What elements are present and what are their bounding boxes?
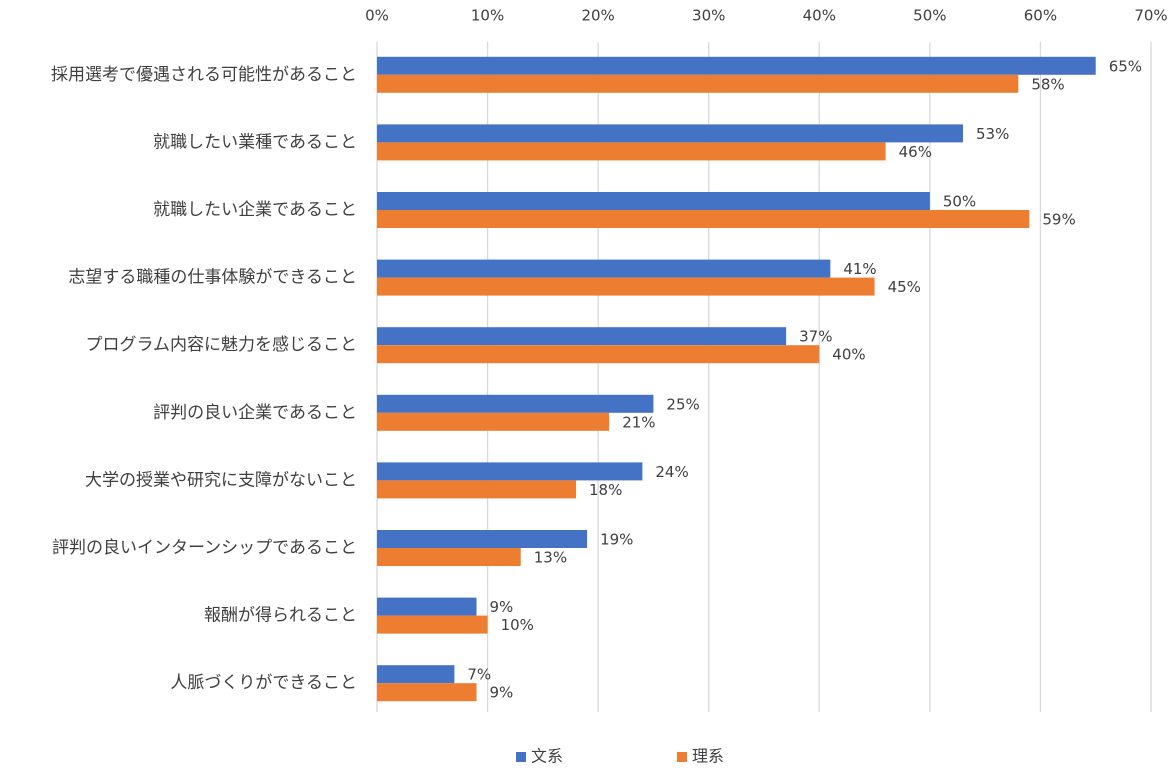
bar (377, 615, 488, 634)
legend-label: 文系 (531, 747, 563, 766)
bar (377, 345, 820, 364)
value-label: 65% (1109, 57, 1142, 75)
bar (377, 259, 831, 278)
bar (377, 530, 588, 548)
legend-swatch (677, 752, 687, 762)
value-label: 59% (1042, 211, 1075, 229)
value-label: 18% (589, 481, 622, 499)
bar (377, 74, 1019, 93)
x-tick-label: 60% (1024, 7, 1057, 25)
category-label: 人脈づくりができること (170, 673, 357, 693)
value-label: 45% (888, 278, 921, 296)
x-tick-label: 20% (581, 7, 614, 25)
category-label: 大学の授業や研究に支障がないこと (85, 470, 357, 490)
x-tick-label: 30% (692, 7, 725, 25)
value-label: 46% (899, 143, 932, 161)
legend-swatch (516, 752, 526, 762)
bar (377, 665, 455, 684)
bar (377, 412, 610, 431)
value-label: 53% (976, 125, 1009, 143)
category-label: 就職したい企業であること (153, 200, 357, 220)
x-tick-label: 0% (365, 7, 389, 25)
category-label: 報酬が得られること (204, 606, 357, 626)
bar (377, 480, 577, 499)
value-label: 10% (501, 616, 534, 634)
bar (377, 142, 886, 161)
value-label: 21% (622, 413, 655, 431)
value-label: 58% (1031, 75, 1064, 93)
bar (377, 683, 477, 702)
bar (377, 210, 1030, 228)
bar (377, 394, 654, 413)
x-tick-label: 40% (803, 7, 836, 25)
category-label: 志望する職種の仕事体験ができること (68, 268, 357, 288)
value-label: 41% (843, 260, 876, 278)
bar (377, 56, 1096, 75)
category-label: プログラム内容に魅力を感じること (86, 335, 358, 355)
category-label: 評判の良い企業であること (153, 403, 357, 423)
bar (377, 597, 477, 616)
bar (377, 277, 875, 296)
value-label: 7% (467, 666, 491, 684)
value-label: 25% (666, 395, 699, 413)
category-label: 採用選考で優遇される可能性があること (51, 65, 357, 85)
category-label: 評判の良いインターンシップであること (52, 538, 357, 558)
bar (377, 124, 964, 143)
legend-label: 理系 (692, 747, 724, 766)
value-label: 24% (655, 463, 688, 481)
bar (377, 462, 643, 481)
value-label: 13% (534, 549, 567, 567)
x-tick-label: 50% (913, 7, 946, 25)
bar (377, 192, 930, 210)
bar (377, 548, 521, 566)
value-label: 40% (832, 346, 865, 364)
value-label: 9% (490, 684, 514, 702)
value-label: 9% (490, 598, 514, 616)
x-tick-label: 10% (471, 7, 504, 25)
value-label: 19% (600, 531, 633, 549)
bar (377, 327, 787, 346)
value-label: 50% (943, 193, 976, 211)
value-label: 37% (799, 328, 832, 346)
x-tick-label: 70% (1134, 7, 1167, 25)
category-label: 就職したい業種であること (153, 132, 357, 152)
